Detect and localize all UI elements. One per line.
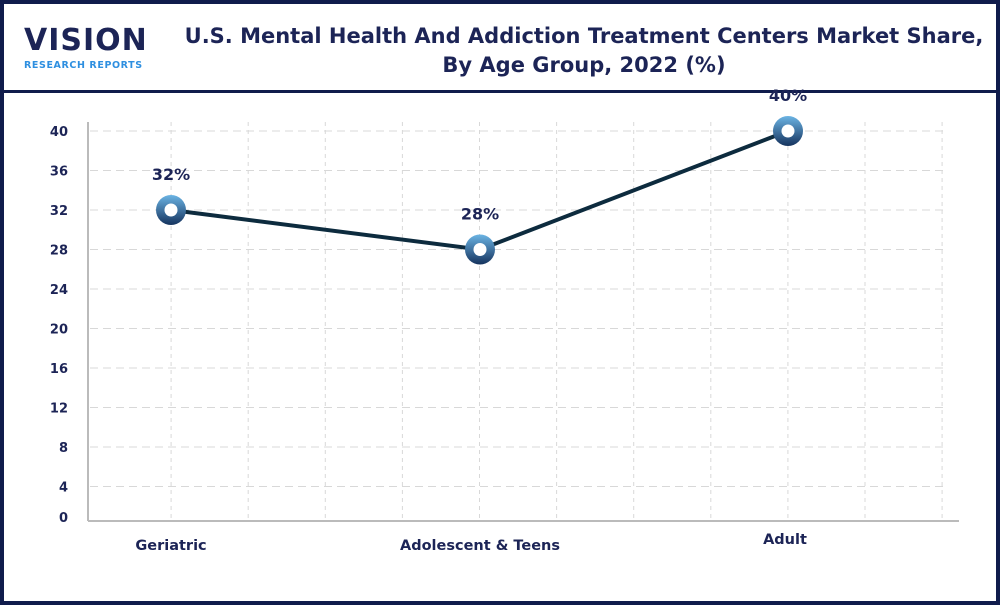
y-tick-label: 24 xyxy=(50,283,68,298)
y-tick-label: 20 xyxy=(50,323,68,338)
y-tick-label: 36 xyxy=(50,165,68,180)
y-tick-label: 40 xyxy=(50,125,68,140)
vision-research-reports-logo: VISION RESEARCH REPORTS xyxy=(24,23,154,72)
x-tick-label: Adolescent & Teens xyxy=(400,538,560,554)
chart-title-line-1: U.S. Mental Health And Addiction Treatme… xyxy=(184,24,984,48)
header-divider xyxy=(4,90,996,93)
y-tick-label: 8 xyxy=(59,441,68,456)
x-tick-label: Adult xyxy=(763,532,807,548)
data-point-marker-center xyxy=(473,243,487,256)
x-tick-label: Geriatric xyxy=(135,538,206,554)
data-point-marker-center xyxy=(164,203,178,217)
y-tick-label: 12 xyxy=(50,402,68,417)
chart-title: U.S. Mental Health And Addiction Treatme… xyxy=(174,22,994,80)
data-label: 40% xyxy=(769,86,807,105)
y-tick-label: 4 xyxy=(59,481,68,496)
data-label: 28% xyxy=(461,205,499,224)
data-point-marker-center xyxy=(781,124,795,138)
chart-title-line-2: By Age Group, 2022 (%) xyxy=(442,53,726,77)
logo-tagline: RESEARCH REPORTS xyxy=(24,60,143,71)
y-tick-label: 0 xyxy=(59,511,68,526)
data-label: 32% xyxy=(152,165,190,184)
y-tick-label: 32 xyxy=(50,204,68,219)
y-tick-label: 28 xyxy=(50,244,68,259)
y-tick-label: 16 xyxy=(50,362,68,377)
logo-wordmark: VISION xyxy=(24,23,148,58)
line-chart: 0 4 8 12 16 20 24 28 32 36 40 32% Geriatric 28% Adoles… xyxy=(50,86,959,554)
